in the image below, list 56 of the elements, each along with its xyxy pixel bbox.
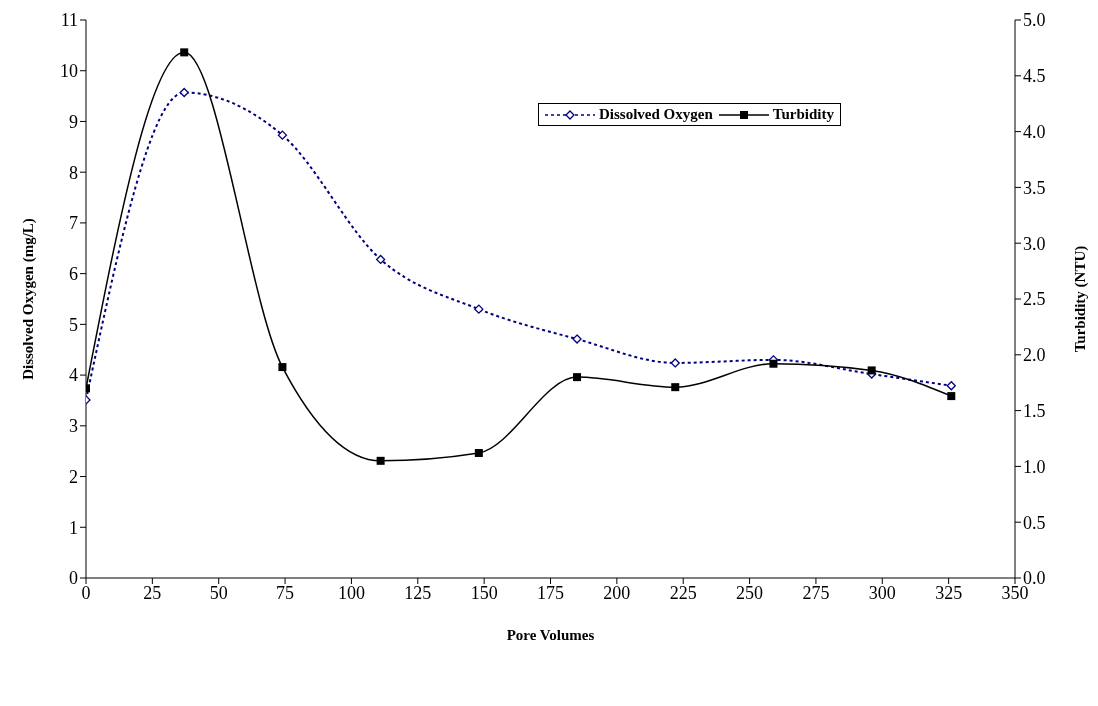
x-tick-label: 125 bbox=[404, 582, 432, 603]
y-tick-label: 3 bbox=[69, 416, 78, 437]
y-tick-label: 11 bbox=[60, 10, 78, 31]
y2-tick-label: 1.0 bbox=[1023, 456, 1046, 477]
point bbox=[474, 449, 483, 458]
x-tick-label: 250 bbox=[736, 582, 764, 603]
y2-tick-label: 3.0 bbox=[1023, 233, 1046, 254]
x-tick-label: 200 bbox=[603, 582, 631, 603]
y2-tick-label: 0.5 bbox=[1023, 512, 1046, 533]
point bbox=[946, 381, 956, 391]
point bbox=[671, 383, 680, 392]
legend-label: Turbidity bbox=[772, 106, 834, 123]
x-tick-label: 150 bbox=[470, 582, 498, 603]
y-axis-title: Dissolved Oxygen (mg/L) bbox=[20, 218, 38, 380]
point bbox=[474, 304, 484, 314]
x-tick-label: 100 bbox=[337, 582, 365, 603]
y-tick-label: 4 bbox=[69, 365, 78, 386]
point bbox=[277, 130, 288, 140]
point bbox=[179, 87, 189, 98]
point bbox=[769, 359, 778, 368]
y-tick-label: 6 bbox=[69, 264, 78, 285]
point bbox=[572, 334, 582, 344]
y2-tick-label: 3.5 bbox=[1023, 177, 1046, 198]
x-tick-label: 25 bbox=[143, 582, 162, 603]
point bbox=[278, 363, 287, 372]
y-tick-label: 5 bbox=[69, 314, 78, 335]
x-tick-label: 175 bbox=[537, 582, 564, 603]
x-tick-label: 300 bbox=[868, 582, 896, 603]
x-tick-label: 275 bbox=[802, 582, 830, 603]
y-tick-label: 8 bbox=[69, 162, 78, 183]
y-tick-label: 9 bbox=[69, 111, 78, 132]
point bbox=[375, 254, 386, 265]
y2-tick-label: 2.0 bbox=[1023, 345, 1046, 366]
y-tick-label: 0 bbox=[69, 568, 78, 589]
y2-tick-label: 2.5 bbox=[1023, 289, 1046, 310]
x-tick-label: 50 bbox=[209, 582, 228, 603]
legend-label: Dissolved Oxygen bbox=[599, 106, 713, 123]
y2-axis-title: Turbidity (NTU) bbox=[1072, 245, 1090, 353]
x-tick-label: 225 bbox=[669, 582, 697, 603]
y2-tick-label: 4.5 bbox=[1023, 66, 1046, 87]
point bbox=[670, 358, 680, 368]
point bbox=[573, 373, 582, 382]
x-tick-label: 325 bbox=[935, 582, 963, 603]
y2-tick-label: 1.5 bbox=[1023, 400, 1046, 421]
x-axis-title: Pore Volumes bbox=[506, 627, 595, 643]
y-tick-label: 7 bbox=[69, 213, 78, 234]
y2-tick-label: 4.0 bbox=[1023, 121, 1046, 142]
y-tick-label: 1 bbox=[69, 517, 78, 538]
y2-tick-label: 5.0 bbox=[1023, 10, 1046, 31]
point bbox=[180, 48, 189, 57]
x-tick-label: 75 bbox=[276, 582, 295, 603]
y-tick-label: 10 bbox=[60, 61, 78, 82]
point bbox=[947, 392, 956, 401]
point bbox=[376, 456, 385, 465]
y-tick-label: 2 bbox=[69, 466, 78, 487]
point bbox=[867, 366, 876, 375]
